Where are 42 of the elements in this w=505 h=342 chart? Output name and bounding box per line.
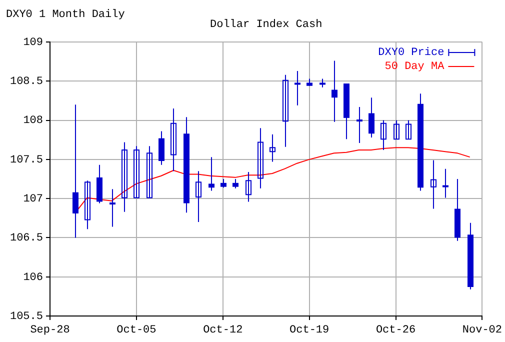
- candlestick: [368, 97, 374, 138]
- candlestick: [394, 120, 400, 140]
- y-tick-label: 105.5: [10, 310, 43, 323]
- candlestick: [356, 106, 362, 144]
- candlestick: [158, 130, 164, 166]
- y-tick-label: 108: [23, 115, 43, 128]
- candlestick: [84, 180, 90, 230]
- candlestick: [270, 134, 276, 162]
- chart-title: Dollar Index Cash: [210, 18, 322, 31]
- y-tick-label: 108.5: [10, 76, 43, 88]
- candlestick: [134, 146, 140, 198]
- candlestick: [282, 74, 288, 148]
- x-tick-label: Oct-26: [376, 324, 416, 337]
- x-tick-label: Oct-12: [203, 324, 243, 337]
- y-tick-label: 106: [23, 272, 43, 284]
- candlestick: [146, 146, 152, 198]
- x-tick-label: Sep-28: [30, 324, 70, 337]
- x-tick-label: Oct-05: [116, 324, 156, 337]
- y-tick-label: 107: [23, 193, 43, 206]
- candlestick: [380, 120, 386, 151]
- legend-label: DXY0 Price: [378, 46, 444, 59]
- candlestick: [232, 178, 238, 189]
- candlestick: [196, 170, 202, 223]
- y-tick-label: 109: [23, 36, 43, 49]
- candlestick: [294, 70, 300, 106]
- candlestick: [406, 120, 412, 140]
- candlestick: [442, 168, 448, 198]
- candlestick: [122, 142, 128, 212]
- candlestick: [170, 108, 176, 172]
- candlestick: [258, 128, 264, 189]
- chart-subtitle: DXY0 1 Month Daily: [6, 8, 126, 21]
- candlestick: [110, 188, 116, 228]
- y-tick-label: 106.5: [10, 232, 43, 245]
- x-tick-label: Oct-19: [290, 324, 330, 337]
- legend-label: 50 Day MA: [384, 60, 445, 73]
- candlestick: [208, 156, 214, 192]
- y-tick-label: 107.5: [10, 154, 43, 166]
- candlestick: [332, 60, 338, 122]
- x-tick-label: Nov-02: [462, 324, 502, 337]
- candlestick: [246, 171, 252, 202]
- candlestick: [430, 160, 436, 210]
- candlestick: [72, 104, 78, 238]
